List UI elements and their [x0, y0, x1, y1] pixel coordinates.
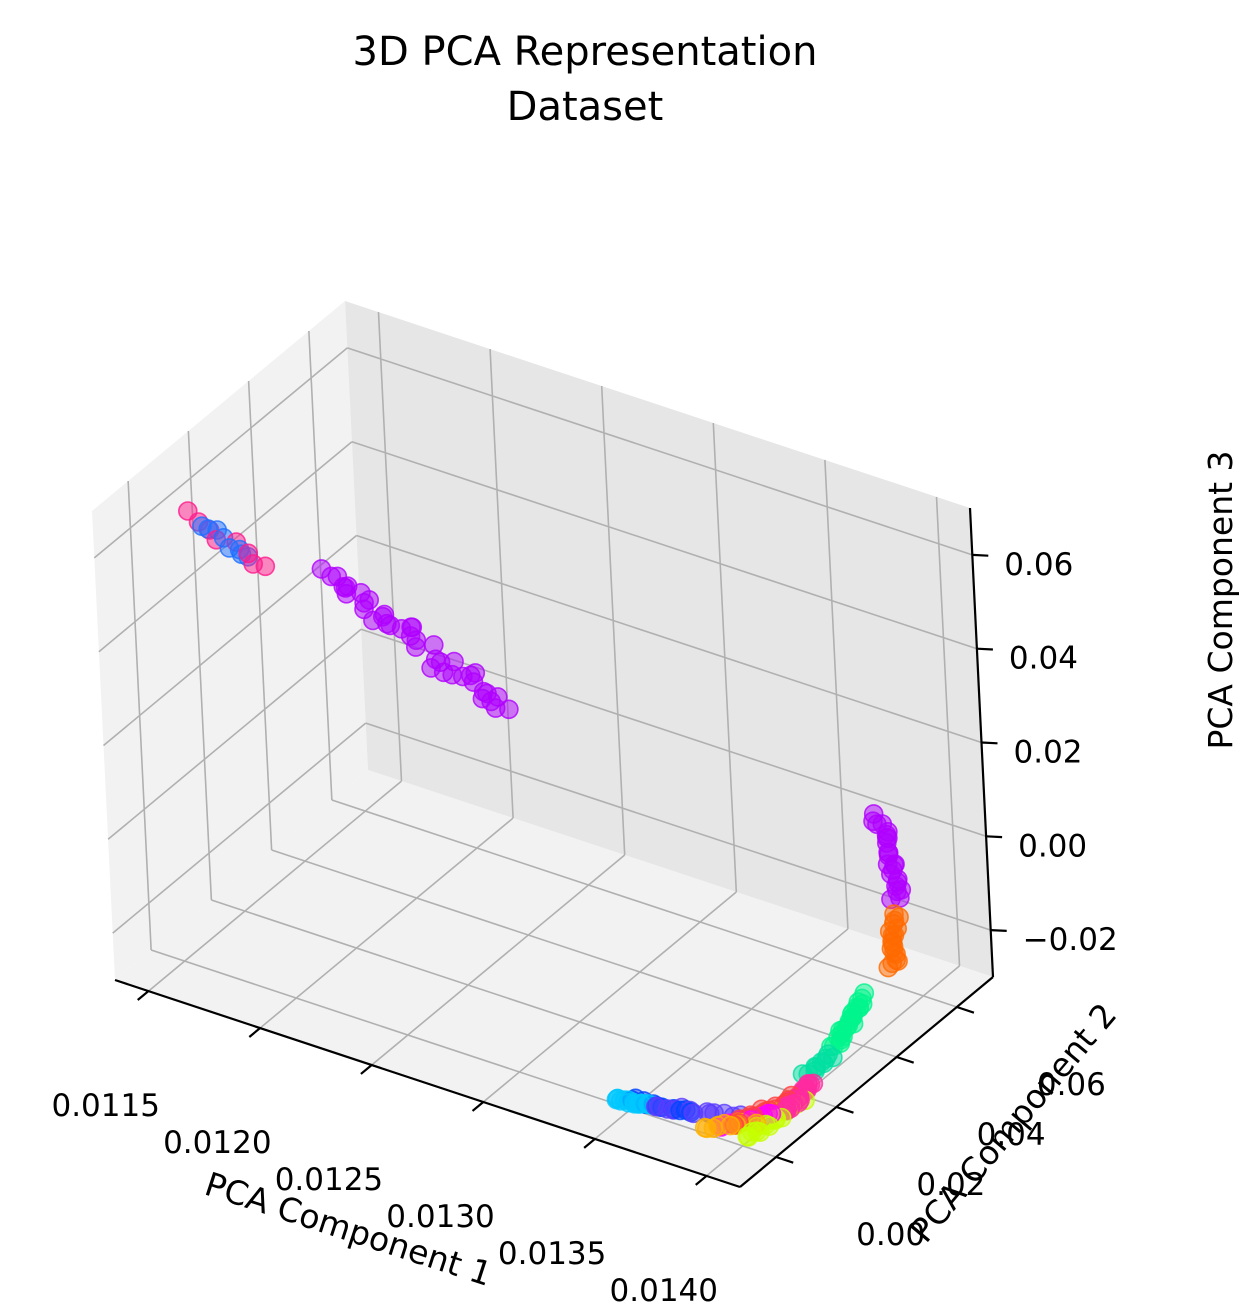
chart-title: 3D PCA Representation: [352, 29, 818, 75]
grid-line: [259, 817, 514, 1029]
z-tick-label: 0.04: [1009, 641, 1078, 677]
data-point: [421, 658, 441, 678]
grid-line: [482, 891, 737, 1103]
data-point: [878, 957, 899, 978]
x-tick-label: 0.0120: [163, 1125, 271, 1161]
z-tick-tick: [976, 647, 993, 651]
grid-line: [351, 440, 978, 650]
x-tick-label: 0.0115: [51, 1088, 159, 1124]
grid-line: [356, 534, 982, 744]
data-point: [336, 583, 357, 604]
z-tick-tick: [972, 553, 989, 557]
y-tick-tick: [836, 1105, 854, 1114]
grid-line: [331, 799, 958, 1008]
grid-line: [360, 628, 987, 838]
axis-panes: [92, 301, 993, 1187]
grid-line: [371, 854, 626, 1066]
z-axis-title: PCA Component 3: [1201, 450, 1240, 749]
y-tick-label: 0.06: [1037, 1067, 1106, 1103]
y-tick-tick: [896, 1055, 915, 1064]
grid-lines: [93, 312, 991, 1177]
x-tick-tick: [248, 1027, 261, 1038]
z-tick-tick: [990, 929, 1007, 932]
y-tick-tick: [775, 1155, 794, 1164]
z-tick-label: −0.02: [1023, 922, 1118, 958]
x-tick-tick: [360, 1064, 373, 1075]
z-tick-label: 0.00: [1018, 828, 1087, 864]
data-point: [452, 666, 473, 687]
data-point: [481, 691, 501, 712]
y-axis-title: PCA Component 2: [902, 996, 1124, 1250]
x-tick-label: 0.0140: [610, 1273, 718, 1305]
x-tick-label: 0.0130: [386, 1199, 494, 1235]
data-point: [703, 1118, 724, 1138]
data-point: [720, 1115, 741, 1136]
y-tick-tick: [956, 1005, 975, 1014]
x-tick-tick: [137, 990, 150, 1001]
y-tick-label: 0.02: [916, 1167, 985, 1203]
grid-line: [271, 849, 897, 1058]
data-point: [863, 811, 883, 832]
x-tick-label: 0.0125: [275, 1162, 383, 1198]
y-tick-label: 0.04: [977, 1117, 1046, 1153]
x-tick-tick: [695, 1175, 708, 1186]
pane-floor: [115, 770, 993, 1187]
grid-line: [150, 949, 777, 1158]
z-tick-label: 0.06: [1004, 547, 1073, 583]
z-tick-tick: [986, 835, 1003, 839]
data-point: [243, 554, 263, 574]
data-point: [363, 610, 383, 631]
chart-subtitle: Dataset: [506, 84, 664, 130]
grid-line: [93, 347, 348, 559]
grid-line: [347, 347, 973, 556]
data-point: [499, 699, 519, 720]
grid-line: [107, 628, 362, 840]
scatter-points: [178, 501, 912, 1147]
z-tick-tick: [981, 741, 998, 745]
data-point: [405, 637, 426, 657]
y-axis-line: [739, 976, 994, 1188]
grid-line: [211, 899, 837, 1108]
axis-lines: [114, 507, 1007, 1189]
data-point: [737, 1126, 758, 1147]
y-tick-label: 0.00: [856, 1217, 925, 1253]
z-tick-label: 0.02: [1014, 735, 1083, 771]
x-tick-tick: [583, 1138, 596, 1149]
x-axis-line: [114, 978, 741, 1189]
x-tick-label: 0.0135: [498, 1236, 606, 1272]
x-tick-tick: [471, 1101, 485, 1112]
grid-line: [112, 722, 367, 934]
grid-line: [147, 780, 402, 992]
